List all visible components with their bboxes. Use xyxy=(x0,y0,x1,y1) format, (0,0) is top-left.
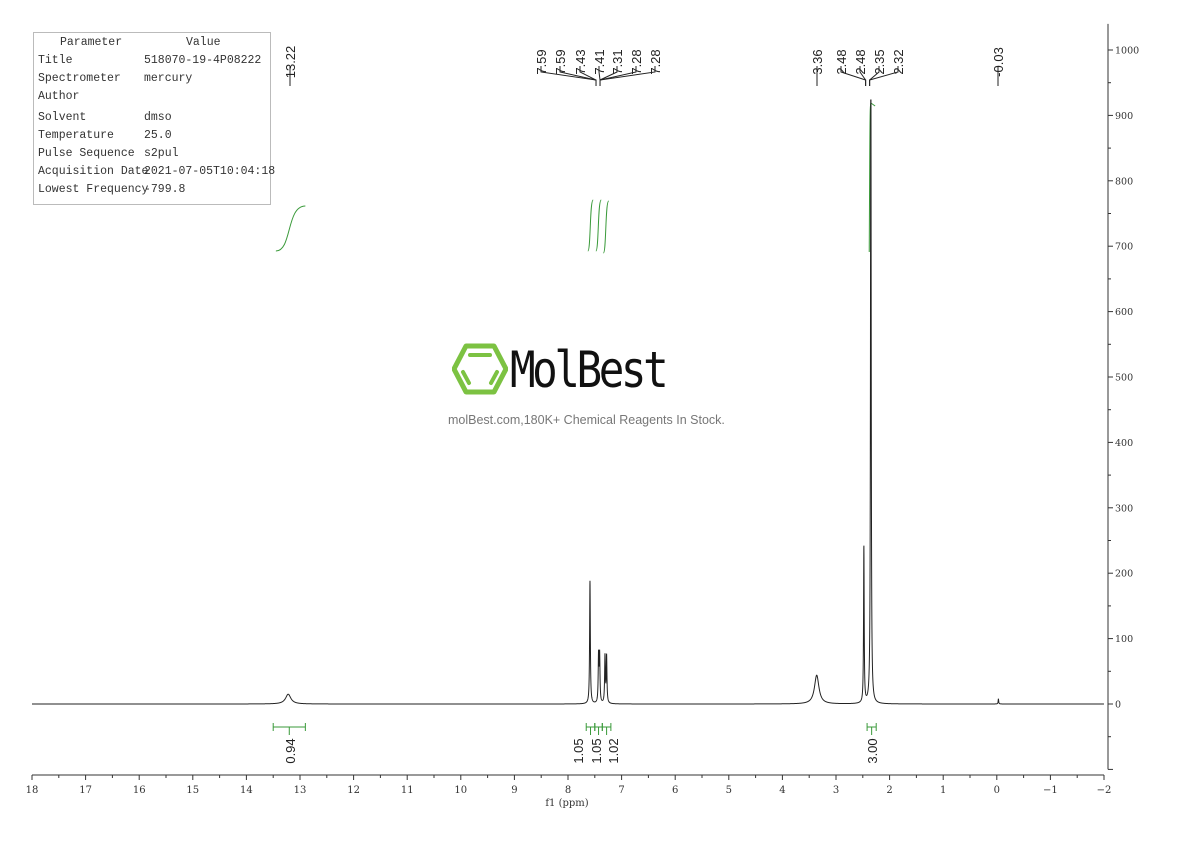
peak-label: 2.48 xyxy=(853,49,868,74)
y-tick-label: 700 xyxy=(1115,242,1133,253)
x-tick-label: 10 xyxy=(454,785,467,796)
peak-label: 2.32 xyxy=(891,49,906,74)
parameter-value: dmso xyxy=(144,111,172,124)
table-header-parameter: Parameter xyxy=(60,36,123,49)
parameter-value: 518070-19-4P08222 xyxy=(144,54,262,67)
x-tick-label: 17 xyxy=(79,785,92,796)
x-tick-label: 5 xyxy=(726,785,732,796)
peak-label: 7.31 xyxy=(610,49,625,74)
parameter-value: mercury xyxy=(144,72,193,85)
integral-bracket xyxy=(272,723,306,735)
peak-label: 2.48 xyxy=(834,49,849,74)
integral-bracket xyxy=(594,723,603,735)
integral-labels: 0.94 1.05 1.05 1.02 3.00 xyxy=(272,723,880,764)
integral-bracket xyxy=(866,723,877,735)
y-tick-label: 400 xyxy=(1115,438,1133,449)
peak-label: 13.22 xyxy=(283,46,298,79)
peak-label: 3.36 xyxy=(810,49,825,74)
y-tick-label: 200 xyxy=(1115,569,1133,580)
spectrum-trace xyxy=(32,99,1104,705)
x-tick-label: 2 xyxy=(886,785,892,796)
parameter-value: s2pul xyxy=(144,147,179,160)
x-tick-label: 1 xyxy=(940,785,946,796)
peak-label-leader xyxy=(869,66,899,86)
peak-label-leader xyxy=(579,66,597,86)
molbest-logo-icon xyxy=(452,343,508,395)
x-tick-label: 11 xyxy=(401,785,414,796)
integral-curves xyxy=(275,102,876,254)
parameter-name: Lowest Frequency xyxy=(38,183,149,196)
x-tick-label: 8 xyxy=(565,785,571,796)
x-tick-label: 16 xyxy=(133,785,146,796)
x-tick-label: 14 xyxy=(240,785,253,796)
integral-value: 1.05 xyxy=(589,738,604,763)
parameter-name: Author xyxy=(38,90,80,103)
spectrum-line xyxy=(32,99,1104,705)
integral-bracket xyxy=(601,723,612,735)
integral-value: 1.05 xyxy=(571,738,586,763)
x-tick-label: 0 xyxy=(994,785,1000,796)
y-tick-label: 100 xyxy=(1115,634,1133,645)
integral-curve xyxy=(587,199,594,252)
parameter-value: -799.8 xyxy=(144,183,186,196)
x-axis: 18 17 16 15 14 13 12 11 10 9 8 7 6 5 4 3 2 1 0 −1 −2 xyxy=(26,774,1112,796)
x-tick-label: 12 xyxy=(347,785,360,796)
parameter-name: Temperature xyxy=(38,129,114,142)
y-tick-label: 600 xyxy=(1115,307,1133,318)
integral-curve xyxy=(602,200,610,254)
x-axis-label: f1 (ppm) xyxy=(545,798,588,809)
x-tick-label: 3 xyxy=(833,785,839,796)
integral-value: 3.00 xyxy=(865,738,880,763)
peak-label: 7.43 xyxy=(573,49,588,74)
integral-curve xyxy=(275,205,306,252)
peak-label: 7.28 xyxy=(629,49,644,74)
brand-tagline: molBest.com,180K+ Chemical Reagents In S… xyxy=(448,413,725,427)
integral-bracket xyxy=(585,723,596,735)
y-tick-label: 0 xyxy=(1115,700,1121,711)
x-tick-label: −1 xyxy=(1043,785,1058,796)
parameter-table: Parameter Value Title 518070-19-4P08222 Spec… xyxy=(33,32,275,205)
parameter-name: Solvent xyxy=(38,111,87,124)
x-tick-label: 7 xyxy=(618,785,624,796)
y-tick-label: 900 xyxy=(1115,111,1133,122)
x-tick-label: 6 xyxy=(672,785,678,796)
peak-label: -0.03 xyxy=(991,47,1006,77)
y-tick-label: 300 xyxy=(1115,503,1133,514)
peak-label: 2.35 xyxy=(872,49,887,74)
parameter-value: 2021-07-05T10:04:18 xyxy=(144,165,276,178)
parameter-name: Spectrometer xyxy=(38,72,121,85)
y-tick-label: 500 xyxy=(1115,373,1133,384)
integral-value: 1.02 xyxy=(606,738,621,763)
peak-label-leader xyxy=(599,66,656,86)
parameter-name: Acquisition Date xyxy=(38,165,149,178)
table-header-value: Value xyxy=(186,36,221,49)
peak-label: 7.41 xyxy=(592,49,607,74)
x-tick-label: 15 xyxy=(186,785,199,796)
peak-label: 7.28 xyxy=(648,49,663,74)
peak-label: 7.59 xyxy=(553,49,568,74)
parameter-name: Pulse Sequence xyxy=(38,147,135,160)
integral-curve xyxy=(595,199,602,252)
x-tick-label: 13 xyxy=(294,785,307,796)
brand-name: MolBest xyxy=(510,341,669,399)
x-tick-label: 18 xyxy=(26,785,39,796)
y-tick-label: 1000 xyxy=(1115,46,1139,57)
parameter-name: Title xyxy=(38,54,73,67)
y-tick-label: 800 xyxy=(1115,176,1133,187)
x-tick-label: 4 xyxy=(779,785,785,796)
peak-labels: 13.22 7.59 7.59 7.43 7.41 7.31 7.28 7.28 3.36 2.4… xyxy=(283,46,1006,86)
peak-label-leader xyxy=(859,66,867,86)
integral-value: 0.94 xyxy=(283,738,298,763)
peak-label: 7.59 xyxy=(534,49,549,74)
x-tick-label: 9 xyxy=(511,785,517,796)
parameter-value: 25.0 xyxy=(144,129,172,142)
x-tick-label: −2 xyxy=(1097,785,1112,796)
